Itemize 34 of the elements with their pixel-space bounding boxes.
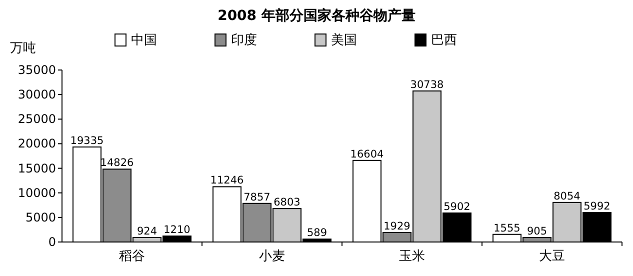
data-label: 924 bbox=[136, 225, 158, 238]
y-tick-label: 0 bbox=[48, 235, 56, 249]
x-tick-label: 大豆 bbox=[539, 249, 565, 264]
data-label: 1210 bbox=[164, 224, 190, 236]
data-label: 5902 bbox=[444, 200, 470, 213]
x-tick-label: 稻谷 bbox=[119, 249, 145, 264]
x-tick-label: 玉米 bbox=[399, 249, 425, 264]
data-label: 905 bbox=[526, 226, 548, 238]
legend-label: 印度 bbox=[231, 32, 257, 48]
y-tick-label: 30000 bbox=[18, 88, 56, 102]
data-label: 5992 bbox=[584, 200, 610, 213]
y-tick-label: 5000 bbox=[25, 210, 56, 224]
y-tick-label: 10000 bbox=[18, 186, 56, 200]
data-label: 7857 bbox=[244, 191, 270, 204]
y-tick-label: 20000 bbox=[18, 136, 56, 151]
data-label: 11246 bbox=[210, 174, 244, 187]
y-axis-title: 万吨 bbox=[10, 41, 36, 56]
data-label: 8054 bbox=[554, 190, 581, 202]
data-label: 30738 bbox=[410, 78, 444, 91]
data-label: 14826 bbox=[100, 157, 134, 170]
y-tick-label: 35000 bbox=[18, 63, 56, 77]
data-label: 589 bbox=[306, 227, 328, 240]
x-tick-label: 小麦 bbox=[259, 249, 285, 264]
data-label: 1929 bbox=[384, 220, 410, 233]
data-label: 6803 bbox=[274, 196, 300, 209]
legend-label: 美国 bbox=[331, 32, 357, 48]
data-label: 19335 bbox=[70, 134, 104, 147]
chart-title: 2008 年部分国家各种谷物产量 bbox=[218, 7, 416, 24]
legend-label: 巴西 bbox=[431, 33, 457, 48]
data-label: 16604 bbox=[350, 148, 384, 160]
y-tick-label: 15000 bbox=[18, 161, 56, 176]
data-label: 1555 bbox=[494, 222, 520, 234]
y-tick-label: 25000 bbox=[18, 112, 56, 126]
legend-label: 中国 bbox=[131, 33, 157, 48]
